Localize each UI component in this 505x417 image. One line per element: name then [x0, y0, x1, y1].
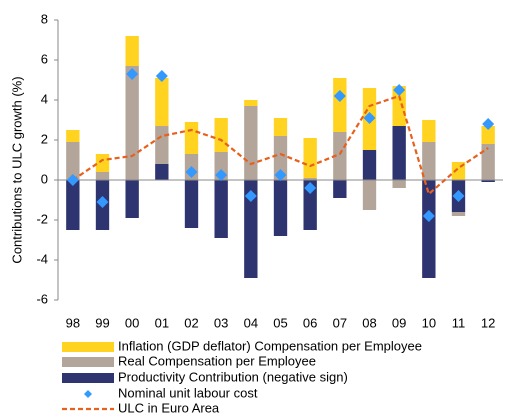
x-tick-label: 07 [333, 315, 347, 330]
bar-segment [125, 36, 139, 66]
x-tick-label: 00 [125, 315, 139, 330]
bar-segment [125, 66, 139, 180]
marker [393, 84, 406, 96]
x-tick-label: 08 [362, 315, 376, 330]
marker [244, 190, 257, 202]
bar-segment [333, 180, 347, 198]
bar-segment [303, 180, 317, 230]
bar-segment [333, 132, 347, 180]
bar-segment [392, 86, 406, 126]
bar-segment [184, 122, 199, 154]
bar-segment [184, 180, 199, 228]
y-tick-label: -2 [36, 211, 48, 226]
bar-segment [214, 118, 228, 152]
bar-segment [273, 180, 288, 236]
line [72, 94, 489, 196]
x-tick-label: 09 [392, 315, 406, 330]
bar-segment [303, 138, 317, 178]
legend-label: Productivity Contribution (negative sign… [118, 369, 348, 384]
marker [96, 196, 109, 208]
bar-segment [362, 150, 377, 180]
marker [185, 166, 198, 178]
x-tick-label: 11 [452, 315, 466, 330]
bar-segment [392, 126, 406, 180]
y-tick-label: -4 [36, 251, 48, 266]
bar-segment [451, 212, 466, 216]
marker [215, 169, 228, 181]
bar-segment [481, 180, 495, 182]
marker [304, 182, 317, 194]
x-tick-label: 98 [66, 315, 80, 330]
bar-segment [244, 106, 258, 180]
marker [126, 68, 139, 80]
bar-segment [481, 144, 495, 180]
bar-segment [422, 120, 436, 142]
x-tick-label: 01 [155, 315, 169, 330]
legend-label: Nominal unit labour cost [118, 385, 258, 400]
bar-segment [155, 126, 169, 164]
bar-segment [244, 100, 258, 106]
y-tick-label: 4 [41, 91, 48, 106]
bar-segment [273, 136, 288, 180]
bar-segment [481, 126, 495, 144]
legend-swatch [84, 390, 92, 398]
y-tick-label: -6 [36, 291, 48, 306]
marker [66, 174, 79, 186]
marker [422, 210, 435, 222]
x-tick-label: 99 [95, 315, 109, 330]
y-axis-label: Contributions to ULC growth (%) [9, 76, 24, 263]
legend-swatch [62, 373, 114, 383]
bar-segment [422, 180, 436, 278]
bar-segment [66, 142, 80, 180]
bar-segment [95, 154, 110, 172]
x-tick-label: 10 [422, 315, 436, 330]
bar-segment [66, 130, 80, 142]
x-tick-label: 02 [184, 315, 198, 330]
legend-label: ULC in Euro Area [118, 400, 220, 415]
bar-segment [422, 142, 436, 180]
bar-segment [155, 78, 169, 126]
marker [333, 90, 346, 102]
x-tick-label: 12 [481, 315, 495, 330]
legend-label: Inflation (GDP deflator) Compensation pe… [118, 338, 422, 353]
bar-segment [66, 180, 80, 230]
y-tick-label: 0 [41, 171, 48, 186]
bar-segment [333, 78, 347, 132]
x-tick-label: 04 [244, 315, 258, 330]
y-tick-label: 8 [41, 11, 48, 26]
marker [482, 118, 495, 130]
bar-segment [155, 164, 169, 180]
x-tick-label: 05 [273, 315, 287, 330]
x-tick-label: 06 [303, 315, 317, 330]
marker [274, 169, 287, 181]
bar-segment [362, 180, 377, 210]
legend-swatch [62, 357, 114, 367]
bar-segment [244, 180, 258, 278]
bar-segment [303, 178, 317, 180]
bar-segment [125, 180, 139, 218]
marker [363, 112, 376, 124]
bar-segment [392, 180, 406, 188]
bar-segment [214, 180, 228, 238]
x-tick-label: 03 [214, 315, 228, 330]
legend-label: Real Compensation per Employee [118, 353, 316, 368]
marker [452, 190, 465, 202]
bar-segment [273, 118, 288, 136]
y-tick-label: 6 [41, 51, 48, 66]
bar-segment [95, 172, 110, 180]
y-tick-label: 2 [41, 131, 48, 146]
marker [155, 70, 168, 82]
legend-swatch [62, 342, 114, 352]
